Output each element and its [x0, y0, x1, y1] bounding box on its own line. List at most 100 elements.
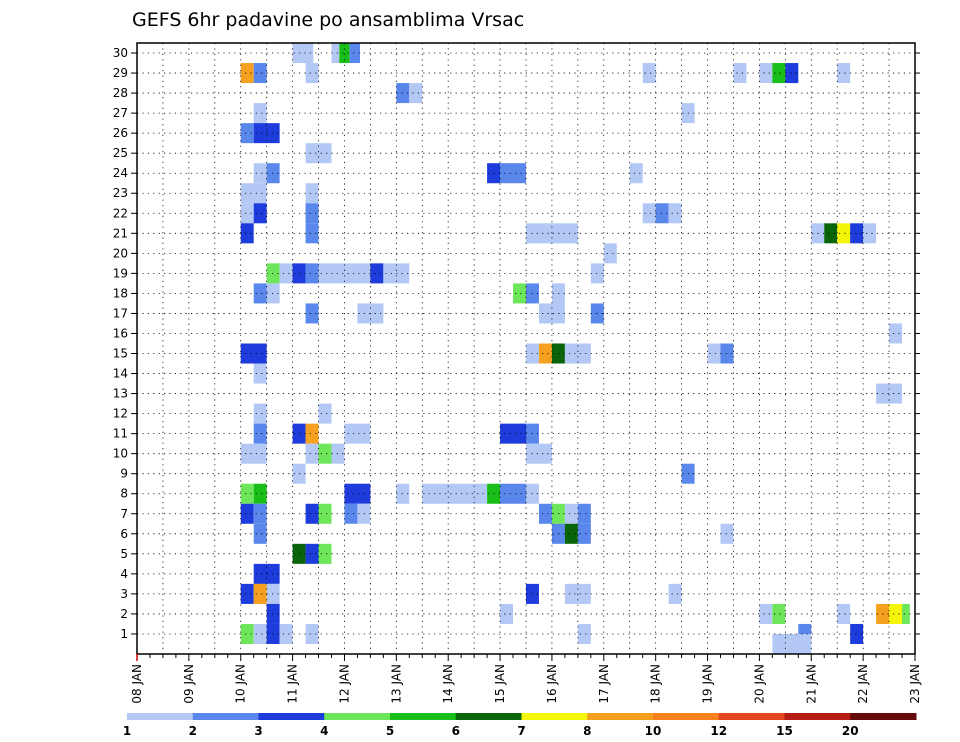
heatmap-cell: [240, 183, 267, 204]
heatmap-cell: [889, 603, 903, 624]
y-tick-label: 9: [120, 467, 128, 481]
legend-swatch: [850, 713, 917, 720]
heatmap-cell: [253, 363, 267, 384]
x-tick-label: 11 JAN: [286, 664, 300, 704]
x-tick-label: 21 JAN: [804, 664, 818, 704]
x-tick-label: 12 JAN: [337, 664, 351, 704]
x-tick-label: 14 JAN: [441, 664, 455, 704]
heatmap-cell: [759, 63, 773, 84]
heatmap-cell: [253, 163, 267, 184]
heatmap-cell: [253, 583, 267, 604]
y-tick-label: 19: [113, 266, 128, 280]
heatmap-cell: [253, 403, 267, 424]
legend-swatch: [587, 713, 654, 720]
heatmap-cell: [279, 623, 293, 644]
heatmap-cell: [564, 503, 578, 524]
heatmap-cell: [526, 223, 578, 244]
heatmap-cell: [642, 203, 656, 224]
y-tick-label: 7: [120, 507, 128, 521]
legend-swatch: [192, 713, 259, 720]
y-tick-label: 25: [113, 146, 128, 160]
heatmap-cell: [253, 503, 267, 524]
y-tick-label: 23: [113, 186, 128, 200]
heatmap-cell: [240, 63, 254, 84]
legend-swatch: [258, 713, 325, 720]
heatmap-cell: [824, 223, 838, 244]
heatmap-cell: [305, 203, 319, 224]
heatmap-cell: [305, 423, 319, 444]
heatmap-cell: [344, 423, 371, 444]
heatmap-cell: [305, 303, 319, 324]
y-tick-label: 24: [113, 166, 128, 180]
heatmap-cell: [850, 623, 864, 644]
heatmap-cell: [564, 523, 578, 544]
heatmap-cell: [889, 323, 903, 344]
y-tick-label: 27: [113, 106, 128, 120]
heatmap-cell: [318, 443, 332, 464]
heatmap-cell: [577, 623, 591, 644]
heatmap-cell: [707, 343, 721, 364]
legend-label: 2: [189, 724, 197, 738]
legend-label: 8: [583, 724, 591, 738]
heatmap-cell: [902, 603, 910, 624]
y-tick-label: 14: [113, 367, 128, 381]
heatmap-cell: [253, 623, 267, 644]
heatmap-cell: [318, 263, 371, 284]
y-axis: 1234567891011121314151617181920212223242…: [113, 46, 920, 641]
heatmap-cell: [837, 603, 851, 624]
heatmap-cell: [344, 483, 371, 504]
heatmap-cell: [590, 303, 604, 324]
heatmap-cell: [331, 43, 340, 64]
heatmap-cell: [305, 443, 319, 464]
heatmap-cell: [733, 63, 747, 84]
heatmap-cell: [720, 523, 734, 544]
y-tick-label: 21: [113, 226, 128, 240]
color-legend: 1 2 3 4 5 6 7 8 10 12 15 20: [123, 713, 917, 738]
x-tick-label: 17 JAN: [597, 664, 611, 704]
heatmap-cell: [642, 63, 656, 84]
y-tick-label: 22: [113, 206, 128, 220]
x-tick-label: 16 JAN: [545, 664, 559, 704]
y-tick-label: 30: [113, 46, 128, 60]
heatmap-cell: [577, 523, 591, 544]
heatmap-cell: [876, 383, 903, 404]
heatmap-cell: [409, 83, 423, 104]
y-tick-label: 6: [120, 527, 128, 541]
heatmap-cell: [253, 283, 267, 304]
chart-title: GEFS 6hr padavine po ansamblima Vrsac: [132, 9, 524, 31]
x-tick-label: 23 JAN: [908, 664, 922, 704]
heatmap-cell: [603, 243, 617, 264]
heatmap-cell: [500, 423, 526, 444]
heatmap-cell: [720, 343, 734, 364]
legend-label: 15: [776, 724, 793, 738]
legend-swatch: [324, 713, 391, 720]
heatmap-cell: [538, 343, 552, 364]
heatmap-cell: [500, 163, 526, 184]
y-tick-label: 13: [113, 387, 128, 401]
legend-label: 20: [842, 724, 859, 738]
heatmap-cell: [837, 223, 851, 244]
heatmap-cell: [240, 583, 254, 604]
y-tick-label: 3: [120, 587, 128, 601]
legend-swatch: [127, 713, 194, 720]
heatmap-cell: [339, 43, 350, 64]
heatmap-cell: [240, 223, 254, 244]
legend-label: 7: [517, 724, 525, 738]
heatmap-cell: [655, 203, 669, 224]
y-tick-label: 28: [113, 86, 128, 100]
heatmap-cell: [253, 483, 267, 504]
heatmap-cell: [863, 223, 877, 244]
heatmap-cell: [759, 603, 773, 624]
heatmap-cell: [253, 203, 267, 224]
heatmap-cell: [564, 343, 591, 364]
heatmap-cell: [240, 443, 267, 464]
heatmap-cell: [500, 483, 526, 504]
heatmap-cell: [526, 283, 539, 304]
heatmap-cell: [305, 63, 319, 84]
y-tick-label: 29: [113, 66, 128, 80]
x-axis: 08 JAN 09 JAN 10 JAN 11 JAN 12 JAN 13 JAN 14 J…: [130, 654, 922, 704]
heatmap-cell: [837, 63, 851, 84]
y-tick-label: 26: [113, 126, 128, 140]
heatmap-cell: [785, 63, 799, 84]
